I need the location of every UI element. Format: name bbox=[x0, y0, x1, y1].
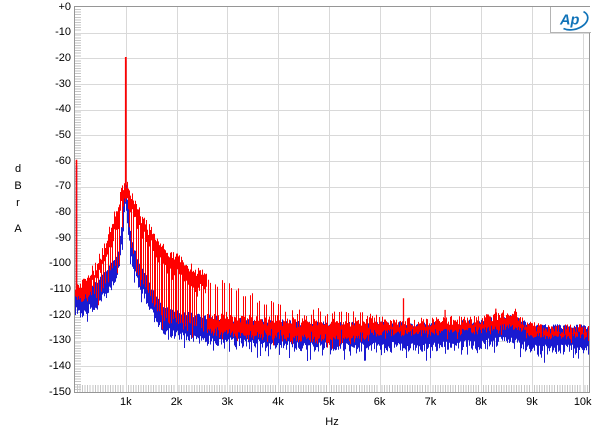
y-unit-letter: d bbox=[14, 163, 22, 175]
y-tick-label: -10 bbox=[55, 26, 71, 39]
x-tick-label: 5k bbox=[322, 396, 335, 408]
channel-label: A bbox=[14, 223, 22, 235]
y-tick-label: -30 bbox=[55, 77, 71, 90]
y-tick-label: -140 bbox=[48, 359, 71, 372]
y-tick-label: -110 bbox=[49, 282, 71, 295]
y-tick-label: -90 bbox=[55, 231, 71, 244]
x-tick-label: 3k bbox=[221, 396, 234, 408]
y-axis-unit-label: d B r bbox=[6, 161, 30, 212]
x-tick-label: 9k bbox=[526, 396, 538, 408]
y-tick-label: -20 bbox=[55, 51, 71, 64]
y-unit-letter: B bbox=[14, 180, 22, 192]
y-tick-label: -150 bbox=[48, 385, 71, 398]
spectrum-plot bbox=[75, 7, 589, 392]
plot-area bbox=[74, 6, 590, 393]
x-tick-label: 10k bbox=[573, 396, 592, 408]
y-unit-letter: r bbox=[16, 197, 20, 209]
x-tick-label: 4k bbox=[272, 396, 284, 408]
x-tick-label: 8k bbox=[475, 396, 487, 408]
audio-precision-logo-icon: Ap bbox=[559, 10, 589, 31]
logo-text: Ap bbox=[559, 13, 579, 29]
x-tick-label: 2k bbox=[170, 396, 183, 408]
y-tick-label: -40 bbox=[55, 103, 71, 116]
y-tick-label: +0 bbox=[58, 0, 71, 13]
logo-box: Ap bbox=[550, 7, 591, 33]
y-tick-label: -100 bbox=[48, 257, 71, 270]
y-tick-label: -50 bbox=[55, 128, 71, 141]
y-tick-label: -120 bbox=[48, 308, 71, 321]
y-tick-label: -70 bbox=[55, 180, 71, 193]
x-tick-label: 7k bbox=[424, 396, 437, 408]
x-tick-label: 1k bbox=[119, 396, 132, 408]
y-tick-label: -80 bbox=[55, 205, 71, 218]
x-axis-title: Hz bbox=[325, 416, 339, 428]
y-tick-label: -130 bbox=[48, 334, 71, 347]
x-tick-label: 6k bbox=[373, 396, 386, 408]
y-tick-label: -60 bbox=[55, 154, 71, 167]
